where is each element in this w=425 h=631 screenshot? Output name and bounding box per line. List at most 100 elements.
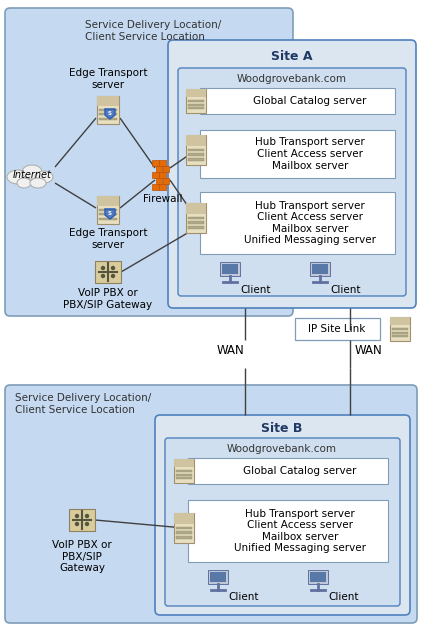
Circle shape xyxy=(102,274,105,278)
FancyBboxPatch shape xyxy=(5,385,417,623)
Bar xyxy=(308,570,328,584)
Ellipse shape xyxy=(35,171,53,183)
Text: Client: Client xyxy=(240,285,270,295)
Bar xyxy=(176,474,192,476)
Bar xyxy=(97,96,119,106)
Bar xyxy=(174,513,194,524)
Bar xyxy=(210,572,226,582)
Text: Internet: Internet xyxy=(13,170,51,180)
Bar xyxy=(156,166,162,172)
Circle shape xyxy=(76,522,79,526)
Bar xyxy=(200,192,395,254)
Circle shape xyxy=(111,266,114,269)
Text: S: S xyxy=(108,111,112,116)
FancyBboxPatch shape xyxy=(390,317,410,341)
FancyBboxPatch shape xyxy=(97,96,119,124)
Text: Client: Client xyxy=(330,285,360,295)
Text: Client: Client xyxy=(328,592,359,602)
Bar xyxy=(200,88,395,114)
Text: WAN: WAN xyxy=(216,343,244,357)
Bar xyxy=(186,89,206,97)
Ellipse shape xyxy=(22,165,42,179)
Bar xyxy=(188,226,204,228)
Circle shape xyxy=(76,514,79,517)
FancyBboxPatch shape xyxy=(168,40,416,308)
Bar xyxy=(390,317,410,326)
Text: Global Catalog server: Global Catalog server xyxy=(253,96,367,106)
Bar xyxy=(312,264,328,274)
Bar xyxy=(99,113,117,115)
Bar xyxy=(159,160,166,165)
Bar xyxy=(159,172,166,177)
Bar xyxy=(186,135,206,146)
FancyBboxPatch shape xyxy=(186,203,206,233)
Polygon shape xyxy=(105,209,115,219)
Bar xyxy=(99,209,117,211)
FancyBboxPatch shape xyxy=(174,459,194,483)
FancyBboxPatch shape xyxy=(155,415,410,615)
Bar xyxy=(295,318,380,340)
Bar xyxy=(188,103,204,105)
FancyBboxPatch shape xyxy=(95,261,121,283)
Text: Client: Client xyxy=(228,592,258,602)
Bar xyxy=(188,107,204,109)
FancyBboxPatch shape xyxy=(5,8,293,316)
Ellipse shape xyxy=(7,170,29,184)
Text: WAN: WAN xyxy=(354,343,382,357)
Circle shape xyxy=(85,514,88,517)
Text: VoIP PBX or
PBX/SIP Gateway: VoIP PBX or PBX/SIP Gateway xyxy=(63,288,153,310)
Text: Hub Transport server
Client Access server
Mailbox server: Hub Transport server Client Access serve… xyxy=(255,138,365,170)
Bar xyxy=(200,130,395,178)
Bar xyxy=(188,221,204,224)
Bar xyxy=(188,500,388,562)
Ellipse shape xyxy=(30,178,46,188)
Text: Woodgrovebank.com: Woodgrovebank.com xyxy=(227,444,337,454)
Bar xyxy=(222,264,238,274)
Bar xyxy=(99,109,117,111)
Bar xyxy=(156,178,162,184)
FancyBboxPatch shape xyxy=(69,509,95,531)
Bar xyxy=(310,572,326,582)
Bar xyxy=(176,526,192,529)
Bar xyxy=(188,153,204,156)
Bar xyxy=(188,458,388,484)
Bar xyxy=(176,478,192,480)
Bar xyxy=(188,100,204,102)
Bar xyxy=(208,570,228,584)
FancyBboxPatch shape xyxy=(186,135,206,165)
Text: S: S xyxy=(108,211,112,216)
Bar xyxy=(99,218,117,220)
Text: Edge Transport
server: Edge Transport server xyxy=(69,228,147,250)
Bar xyxy=(99,213,117,215)
FancyBboxPatch shape xyxy=(97,196,119,224)
FancyBboxPatch shape xyxy=(174,513,194,543)
Bar xyxy=(163,166,170,172)
Text: Hub Transport server
Client Access server
Mailbox server
Unified Messaging serve: Hub Transport server Client Access serve… xyxy=(234,509,366,553)
Text: Hub Transport server
Client Access server
Mailbox server
Unified Messaging serve: Hub Transport server Client Access serve… xyxy=(244,201,376,245)
Text: Woodgrovebank.com: Woodgrovebank.com xyxy=(237,74,347,84)
Text: Site A: Site A xyxy=(271,50,313,63)
Polygon shape xyxy=(105,109,115,119)
Bar xyxy=(392,332,408,334)
Circle shape xyxy=(111,274,114,278)
Text: Edge Transport
server: Edge Transport server xyxy=(69,68,147,90)
FancyBboxPatch shape xyxy=(186,89,206,113)
Bar xyxy=(174,459,194,468)
Bar xyxy=(392,327,408,330)
Bar xyxy=(176,531,192,534)
Bar xyxy=(310,262,330,276)
Bar xyxy=(186,203,206,213)
Text: Global Catalog server: Global Catalog server xyxy=(243,466,357,476)
Text: Service Delivery Location/
Client Service Location: Service Delivery Location/ Client Servic… xyxy=(85,20,221,42)
Text: IP Site Link: IP Site Link xyxy=(308,324,366,334)
Bar xyxy=(176,536,192,538)
Text: VoIP PBX or
PBX/SIP
Gateway: VoIP PBX or PBX/SIP Gateway xyxy=(52,540,112,573)
FancyBboxPatch shape xyxy=(178,68,406,296)
Bar xyxy=(153,172,159,177)
Bar xyxy=(153,184,159,189)
Bar xyxy=(159,184,166,189)
FancyBboxPatch shape xyxy=(165,438,400,606)
Circle shape xyxy=(102,266,105,269)
Bar xyxy=(176,470,192,472)
Bar xyxy=(188,216,204,219)
